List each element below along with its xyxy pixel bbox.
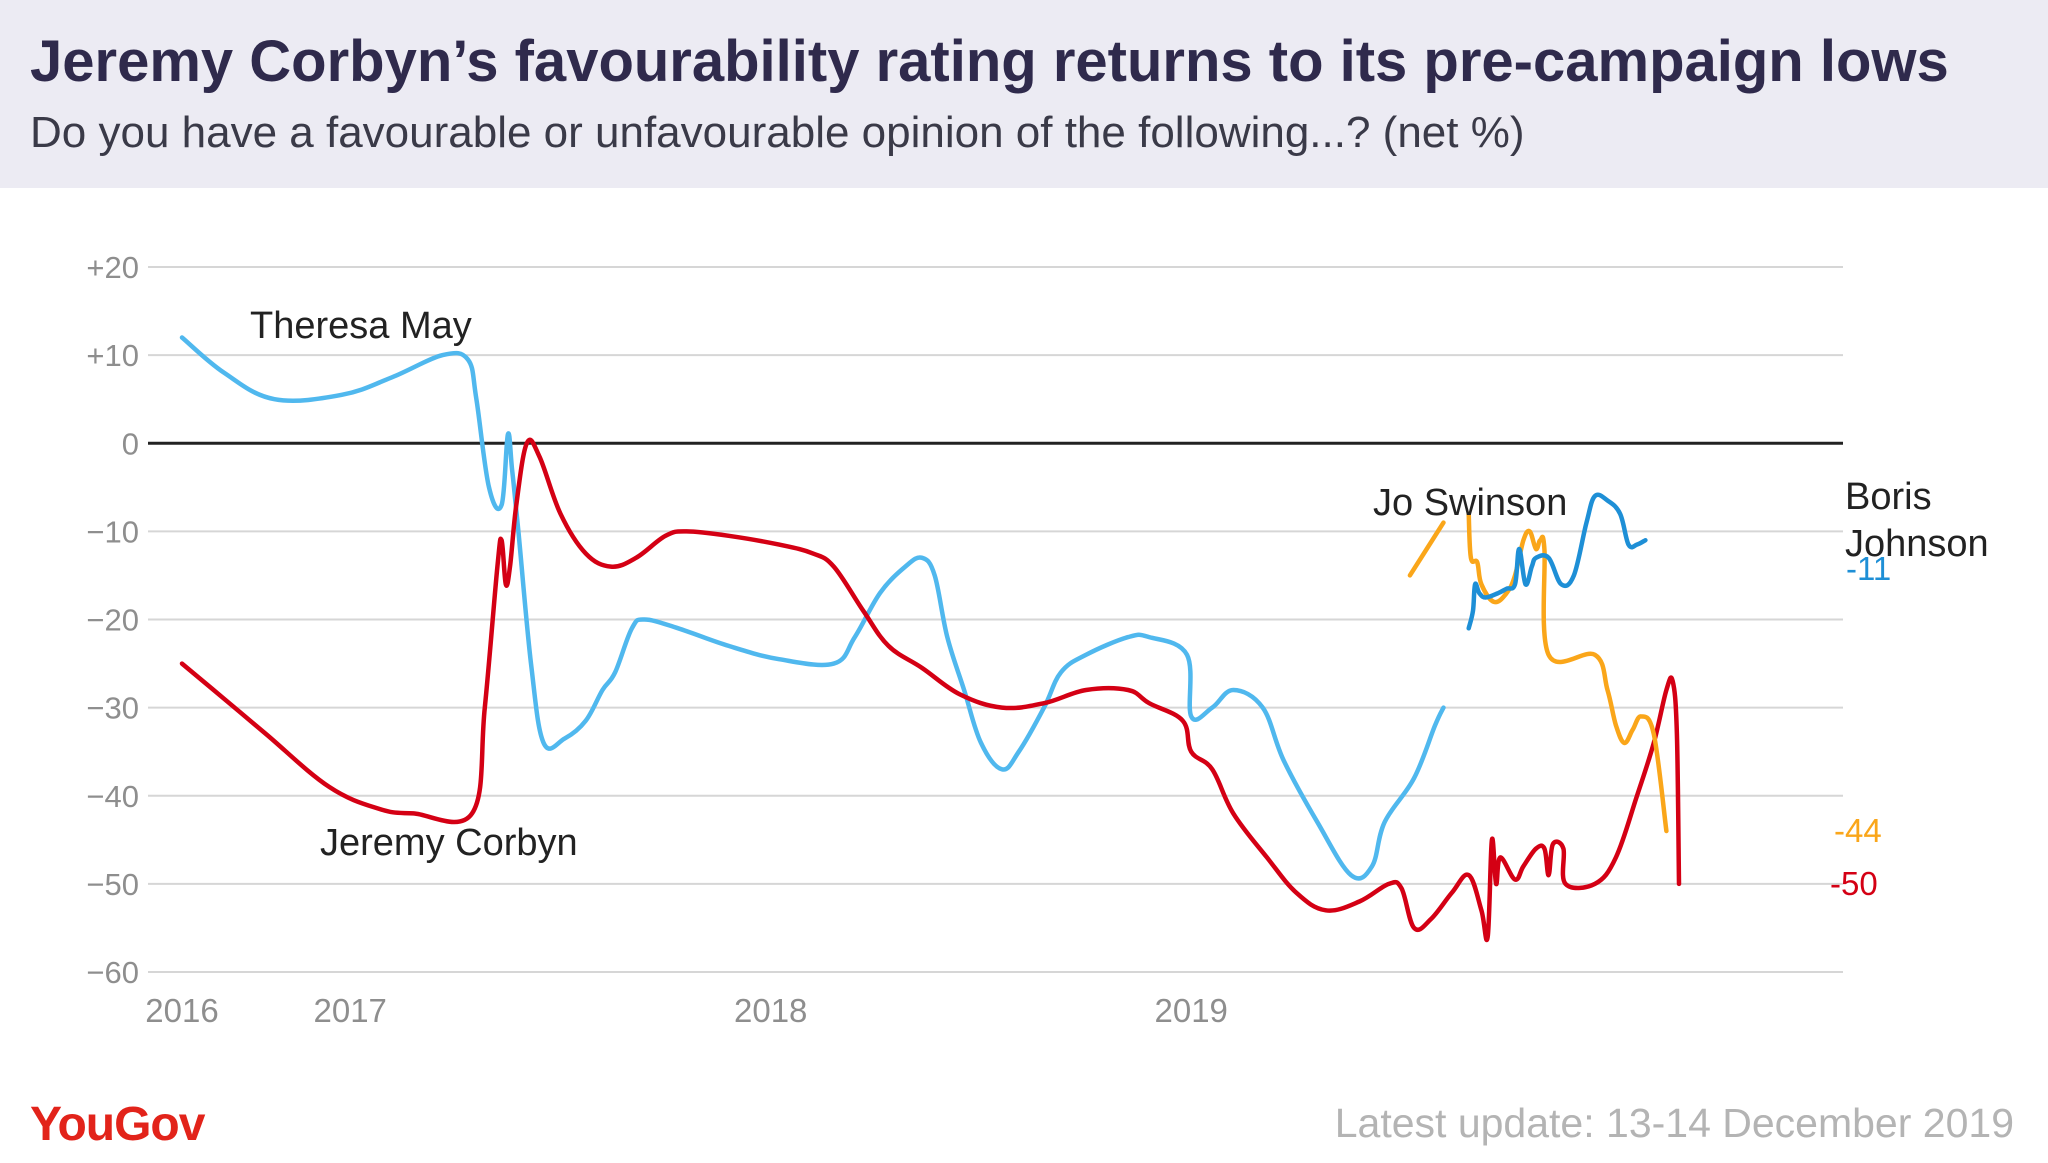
x-tick-label: 2019: [1155, 992, 1228, 1029]
chart-title: Jeremy Corbyn’s favourability rating ret…: [30, 29, 1949, 94]
series-label-theresa-may: Theresa May: [250, 305, 472, 347]
y-tick-label: −40: [86, 779, 139, 814]
end-value-labels: -11 -44 -50: [1830, 550, 1891, 902]
y-axis-ticks: +20 +10 0 −10 −20 −30 −40 −50 −60: [86, 250, 139, 990]
series-label-jeremy-corbyn: Jeremy Corbyn: [320, 822, 578, 864]
y-tick-label: −30: [86, 691, 139, 726]
y-tick-label: −50: [86, 867, 139, 902]
header-banner: Jeremy Corbyn’s favourability rating ret…: [0, 0, 2048, 188]
y-tick-label: +10: [86, 338, 139, 373]
y-tick-label: −10: [86, 514, 139, 549]
series-label-jo-swinson: Jo Swinson: [1373, 482, 1567, 524]
series-line-boris-johnson: [1466, 492, 1648, 631]
latest-update-note: Latest update: 13-14 December 2019: [1334, 1100, 2014, 1146]
x-axis-ticks: 2016 2017 2018 2019: [145, 992, 1228, 1029]
x-tick-label: 2017: [313, 992, 386, 1029]
gridlines: [148, 266, 1843, 973]
end-value-jeremy-corbyn: -50: [1830, 865, 1878, 902]
series-line-theresa-may: [179, 335, 1446, 881]
end-value-boris-johnson: -11: [1846, 550, 1891, 587]
x-tick-label: 2018: [734, 992, 807, 1029]
chart-subtitle: Do you have a favourable or unfavourable…: [30, 108, 1525, 157]
y-tick-label: 0: [122, 426, 139, 461]
x-tick-label: 2016: [145, 992, 218, 1029]
series-lines: [179, 335, 1682, 942]
y-tick-label: +20: [86, 250, 139, 285]
end-value-jo-swinson: -44: [1834, 812, 1882, 849]
series-line-jeremy-corbyn: [179, 437, 1682, 942]
y-tick-label: −20: [86, 603, 139, 638]
y-tick-label: −60: [86, 955, 139, 990]
series-label-boris-johnson-line2: Johnson: [1845, 523, 1989, 565]
series-labels: Theresa May Jeremy Corbyn Jo Swinson Boris J…: [250, 305, 1989, 864]
yougov-logo: YouGov: [30, 1098, 205, 1151]
series-line-jo-swinson-1: [1466, 511, 1669, 834]
series-label-boris-johnson-line1: Boris: [1845, 476, 1932, 518]
series-line-jo-swinson: [1407, 520, 1446, 578]
